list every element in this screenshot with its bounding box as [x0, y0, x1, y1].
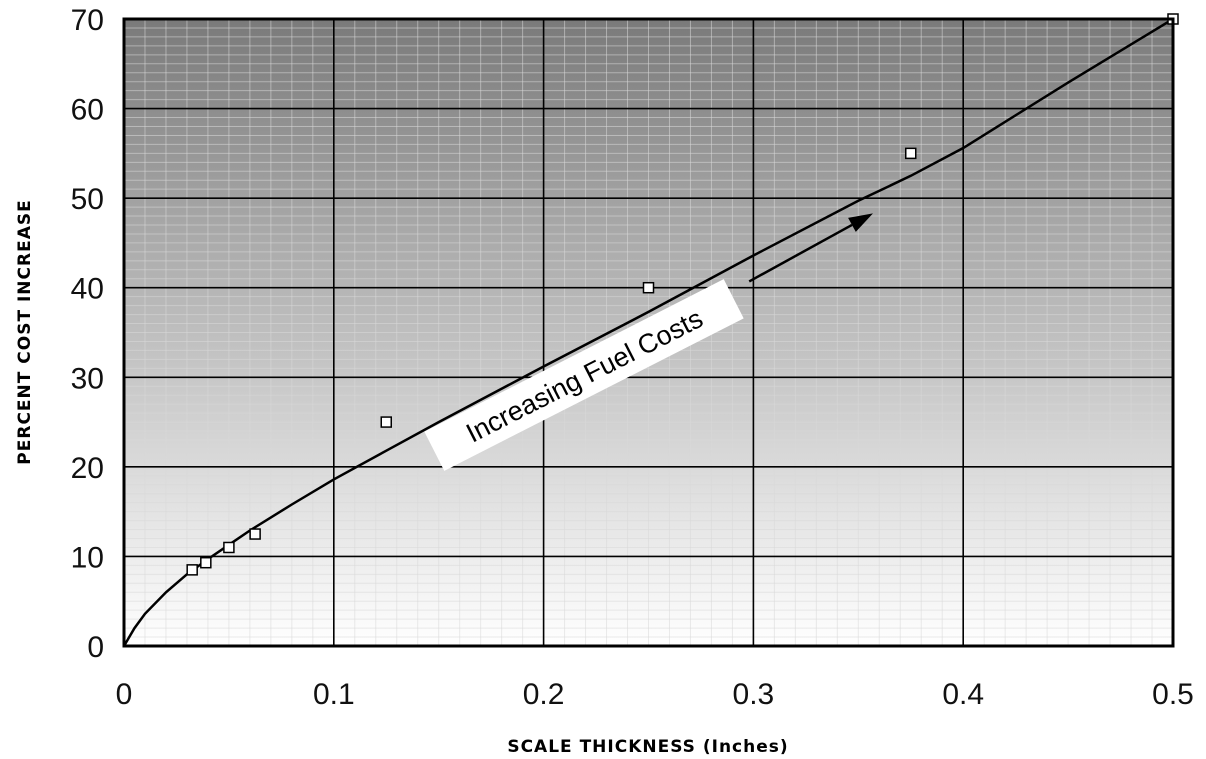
x-tick-label: 0 [116, 678, 133, 711]
data-point [186, 564, 198, 576]
data-point [200, 556, 212, 569]
y-tick-label: 50 [71, 183, 104, 216]
y-tick-labels: 0 10 20 30 40 50 60 70 [71, 4, 104, 664]
data-point [223, 541, 235, 554]
y-tick-label: 40 [71, 273, 104, 306]
x-tick-label: 0.5 [1152, 678, 1194, 711]
y-tick-label: 20 [71, 452, 104, 485]
fit-curve [122, 17, 1174, 647]
data-point [642, 281, 655, 294]
y-tick-label: 10 [71, 541, 104, 574]
y-tick-label: 70 [71, 4, 104, 37]
x-tick-label: 0.1 [313, 678, 355, 711]
x-tick-label: 0.3 [733, 678, 775, 711]
x-axis-title: SCALE THICKNESS (Inches) [507, 737, 788, 757]
data-point [249, 528, 261, 540]
annotation-arrow [748, 213, 873, 283]
data-point [380, 416, 392, 428]
x-tick-label: 0.4 [942, 678, 984, 711]
y-tick-label: 0 [87, 631, 104, 664]
minor-grid [124, 19, 1173, 646]
y-tick-label: 30 [71, 362, 104, 395]
data-point [905, 147, 917, 160]
y-tick-label: 60 [71, 94, 104, 127]
x-tick-labels: 0 0.1 0.2 0.3 0.4 0.5 [116, 678, 1194, 711]
x-tick-label: 0.2 [523, 678, 565, 711]
plot-frame [122, 17, 1175, 648]
y-axis-title: PERCENT COST INCREASE [15, 199, 35, 464]
